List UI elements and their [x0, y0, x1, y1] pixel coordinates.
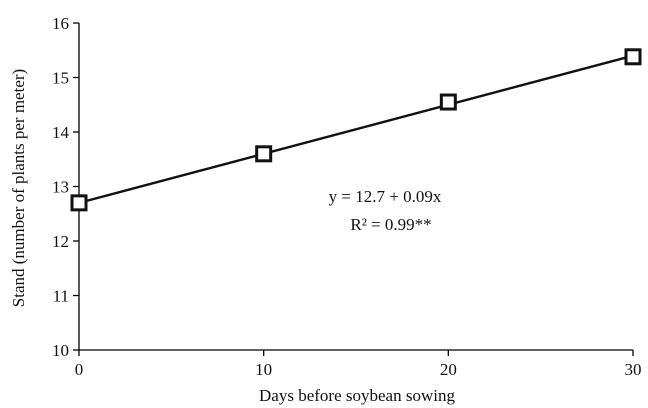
series — [70, 48, 642, 212]
data-point-marker — [624, 48, 642, 66]
y-axis: 10 11 12 13 14 15 16 — [52, 14, 80, 360]
y-tick-label: 11 — [53, 287, 69, 306]
y-tick-label: 16 — [52, 14, 69, 33]
r-squared-label: R² = 0.99** — [350, 215, 431, 234]
x-tick-label: 20 — [440, 360, 457, 379]
data-point-marker — [439, 93, 457, 111]
y-tick-label: 12 — [52, 232, 69, 251]
x-tick-label: 0 — [75, 360, 84, 379]
y-tick-label: 15 — [52, 69, 69, 88]
x-axis: 0 10 20 30 — [75, 349, 642, 379]
y-tick-label: 10 — [52, 341, 69, 360]
regression-equation: y = 12.7 + 0.09x — [329, 187, 442, 206]
x-tick-label: 30 — [625, 360, 642, 379]
x-tick-label: 10 — [255, 360, 272, 379]
y-axis-title: Stand (number of plants per meter) — [9, 69, 28, 307]
data-point-marker — [70, 194, 88, 212]
x-axis-title: Days before soybean sowing — [259, 386, 455, 405]
regression-line — [78, 54, 634, 205]
data-point-marker — [255, 145, 273, 163]
y-tick-label: 13 — [52, 178, 69, 197]
y-tick-label: 14 — [52, 123, 70, 142]
